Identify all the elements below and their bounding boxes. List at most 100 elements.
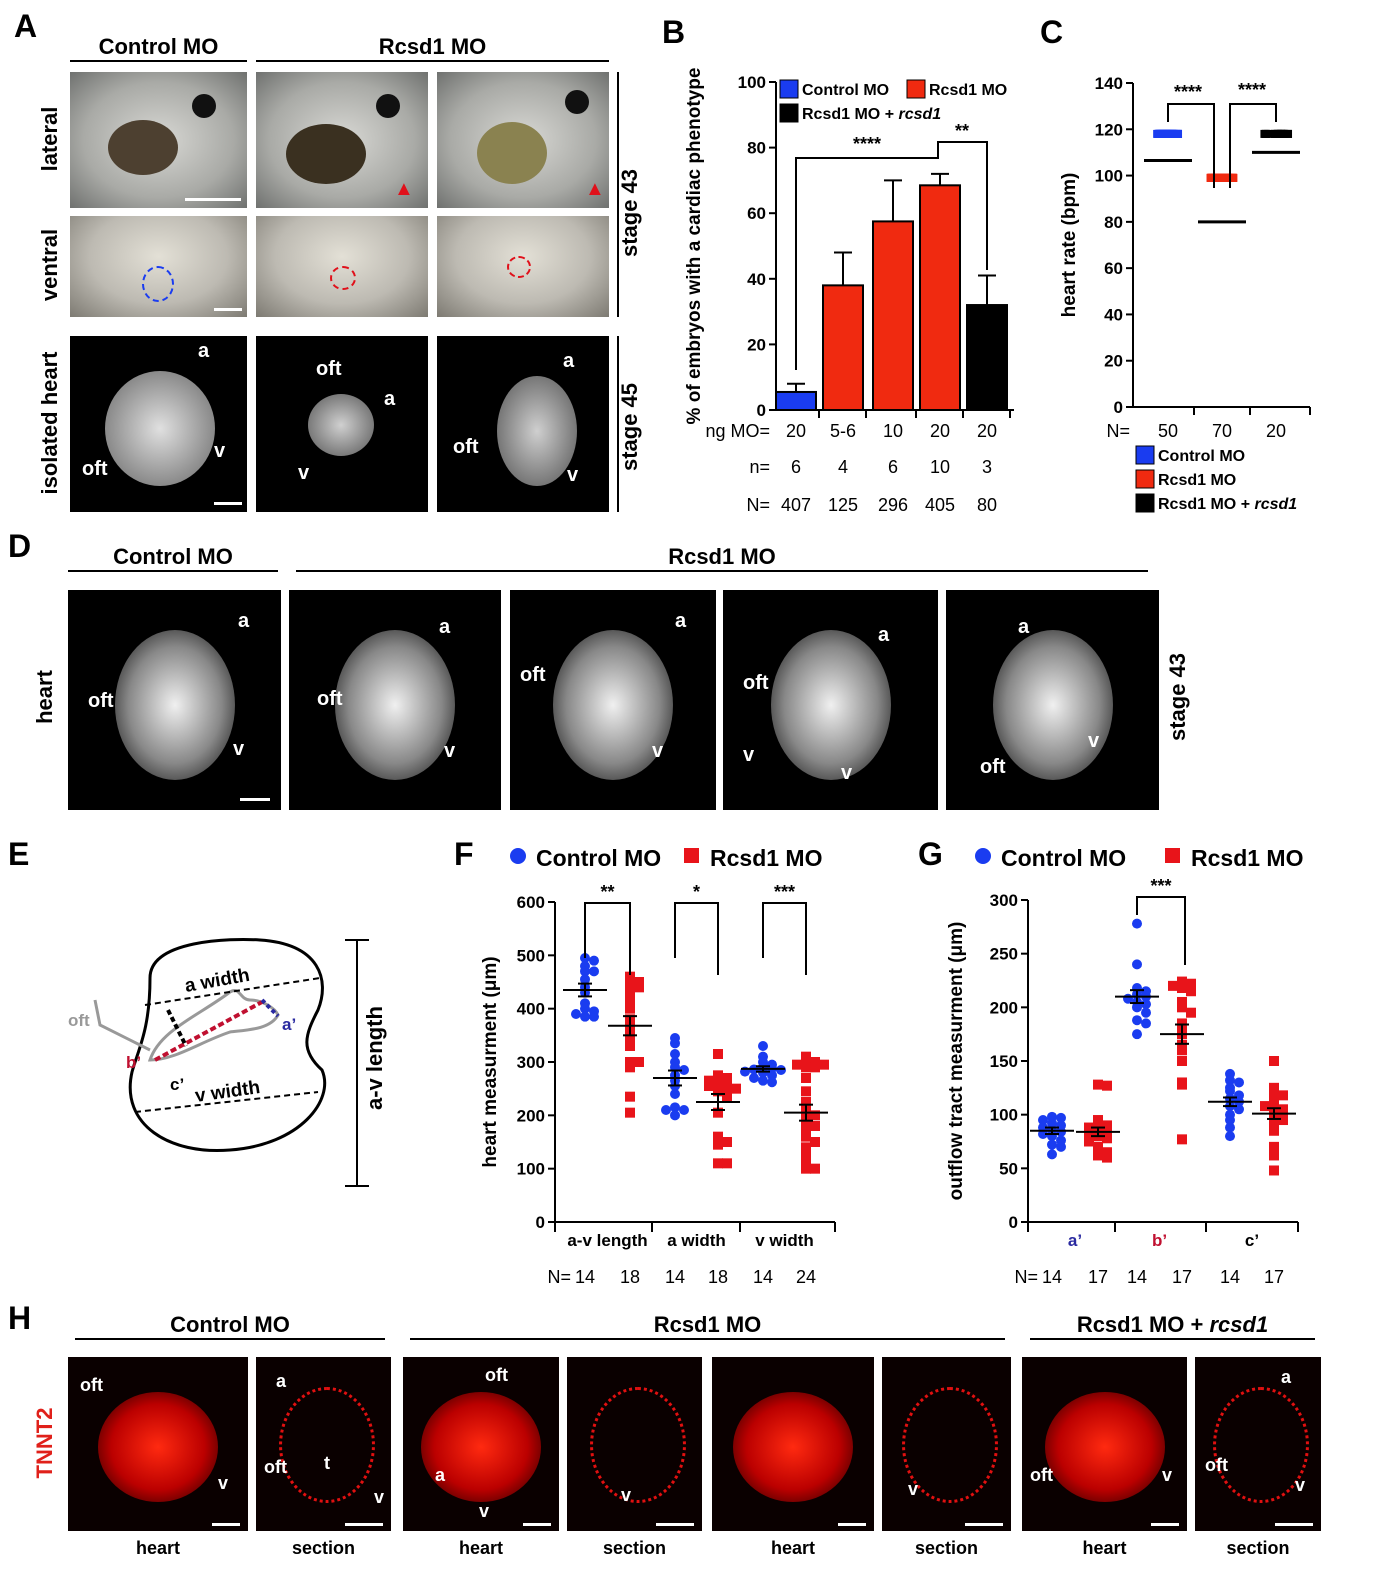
structure-label: oft — [980, 756, 1006, 778]
heart-image-3: a oft v — [510, 590, 716, 810]
category-label: a’ — [1068, 1231, 1082, 1250]
structure-label: oft — [485, 1365, 508, 1385]
caption: heart — [458, 1538, 503, 1558]
data-point — [722, 1091, 732, 1102]
legend-label: Control MO — [802, 82, 889, 99]
significance-bracket — [584, 902, 631, 975]
data-point — [1038, 1115, 1048, 1126]
structure-label: a — [439, 616, 451, 638]
h-header-control: Control MO — [75, 1312, 385, 1340]
structure-label: v — [479, 1501, 490, 1521]
data-point — [670, 1110, 680, 1121]
data-point — [1234, 1077, 1244, 1088]
data-point — [810, 1121, 820, 1131]
data-point — [679, 1065, 689, 1075]
data-point — [713, 1086, 723, 1097]
data-point — [1093, 1118, 1103, 1129]
data-point — [1102, 1152, 1112, 1163]
data-point — [810, 1062, 820, 1073]
y-tick-label: 40 — [1104, 305, 1123, 324]
legend-label: Control MO — [1158, 448, 1245, 465]
data-point — [801, 1158, 811, 1169]
data-point — [713, 1107, 723, 1118]
data-point — [1132, 1002, 1142, 1013]
data-point — [1177, 996, 1187, 1007]
data-point — [1177, 1134, 1187, 1145]
N-label: 70 — [1212, 421, 1232, 441]
bar — [775, 390, 817, 411]
data-point — [1084, 1122, 1094, 1133]
data-point — [670, 1049, 680, 1059]
y-tick-label: 0 — [536, 1213, 545, 1232]
data-point — [801, 1097, 811, 1107]
data-point — [1132, 1029, 1142, 1040]
legend-label: Rcsd1 MO + rcsd1 — [1158, 496, 1297, 513]
y-tick-label: 200 — [990, 998, 1018, 1017]
data-point — [767, 1077, 777, 1088]
data-point — [661, 1105, 671, 1115]
caption: heart — [1082, 1538, 1127, 1558]
data-point — [1102, 1147, 1112, 1158]
structure-label: oft — [80, 1375, 103, 1395]
y-tick-label: 60 — [747, 204, 766, 223]
data-point — [792, 1059, 802, 1070]
y-tick-label: 500 — [517, 946, 545, 965]
row-label: n= — [749, 457, 770, 477]
d-header-control: Control MO — [68, 544, 278, 572]
panel-label-c: C — [1040, 14, 1064, 50]
y-tick-label: 100 — [990, 1106, 1018, 1125]
data-point — [625, 1041, 635, 1051]
h-header-rescue: Rcsd1 MO + rcsd1 — [1030, 1312, 1315, 1340]
y-axis-label: heart rate (bpm) — [1059, 173, 1080, 318]
data-point — [1154, 129, 1163, 138]
panel-label-d: D — [8, 528, 32, 564]
arrowhead-icon: ▲ — [394, 178, 414, 200]
N-label: 14 — [665, 1267, 685, 1287]
legend-swatch — [779, 103, 799, 123]
category-label: c’ — [1245, 1231, 1259, 1250]
category-label: v width — [755, 1231, 814, 1250]
caption: heart — [770, 1538, 815, 1558]
significance-label: *** — [1150, 876, 1171, 896]
data-point — [1177, 1018, 1187, 1029]
data-point — [722, 1083, 732, 1094]
data-point — [1269, 1150, 1279, 1161]
ventral-image-rcsd1-2 — [437, 216, 609, 317]
data-point — [1102, 1080, 1112, 1091]
data-point — [1269, 1093, 1279, 1104]
data-point — [625, 1057, 635, 1067]
caption: section — [1226, 1538, 1290, 1558]
data-point — [625, 979, 635, 990]
data-point — [749, 1073, 759, 1083]
y-tick-label: 300 — [990, 891, 1018, 910]
bar — [872, 220, 914, 411]
bar — [822, 284, 864, 411]
c-prime-label: c’ — [170, 1075, 184, 1094]
data-point — [819, 1059, 829, 1070]
data-point — [1225, 1122, 1235, 1133]
data-point — [713, 1139, 723, 1150]
structure-label: oft — [1205, 1455, 1228, 1475]
data-point — [670, 1089, 680, 1099]
data-point — [1084, 1128, 1094, 1139]
data-point — [776, 1065, 786, 1075]
data-point — [1177, 1079, 1187, 1090]
structure-label: v — [1162, 1465, 1173, 1485]
y-tick-label: 400 — [517, 1000, 545, 1019]
legend-label: Rcsd1 MO — [710, 845, 822, 871]
n-label: 6 — [888, 457, 898, 477]
y-tick-label: 120 — [1095, 120, 1123, 139]
bar — [966, 304, 1008, 412]
significance-bracket — [1167, 103, 1215, 188]
data-point — [1186, 986, 1196, 997]
panel-label-g: G — [918, 836, 943, 872]
significance-bracket — [674, 902, 719, 975]
structure-label: oft — [264, 1457, 287, 1477]
data-point — [1093, 1150, 1103, 1161]
legend-label: Rcsd1 MO + rcsd1 — [802, 106, 941, 123]
structure-label: a — [1281, 1367, 1292, 1387]
row-label: ng MO= — [705, 421, 770, 441]
n-label: N= — [1106, 421, 1130, 441]
data-point — [722, 1137, 732, 1147]
data-point — [1093, 1144, 1103, 1155]
